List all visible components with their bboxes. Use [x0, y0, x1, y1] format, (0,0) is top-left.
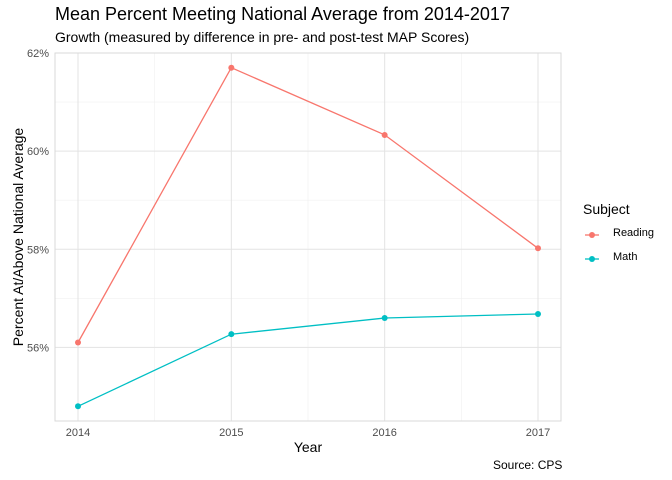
reading-data-point — [381, 131, 388, 138]
x-axis-title: Year — [294, 439, 323, 455]
y-tick-label: 56% — [27, 342, 49, 354]
legend-key-point — [589, 256, 595, 262]
x-tick-label: 2015 — [219, 427, 243, 439]
y-axis-title: Percent At/Above National Average — [10, 128, 26, 347]
x-tick-label: 2016 — [372, 427, 396, 439]
y-tick-label: 60% — [27, 146, 49, 158]
chart-title: Mean Percent Meeting National Average fr… — [55, 4, 510, 24]
x-tick-label: 2014 — [66, 427, 90, 439]
reading-data-point — [75, 339, 81, 346]
math-data-point — [75, 403, 81, 410]
reading-series-line — [77, 66, 539, 343]
math-data-point — [535, 311, 541, 318]
grid-layer — [55, 52, 561, 421]
reading-data-point — [535, 245, 541, 252]
math-data-point — [228, 331, 235, 338]
legend-label-reading: Reading — [613, 227, 654, 239]
legend-key-reading — [585, 232, 599, 238]
panel-border — [54, 52, 562, 422]
tick-label-layer: 56% 58% 60% 62% 2014 2015 2016 2017 — [27, 48, 550, 439]
series-layer — [75, 64, 541, 410]
legend-label-math: Math — [613, 251, 638, 263]
y-tick-label: 62% — [27, 48, 49, 60]
y-tick-label: 58% — [27, 244, 49, 256]
legend-key-math — [585, 256, 599, 262]
reading-data-point — [228, 64, 235, 71]
legend-key-point — [589, 232, 595, 238]
math-data-point — [381, 314, 388, 321]
math-series-line — [77, 313, 539, 407]
chart-subtitle: Growth (measured by difference in pre- a… — [55, 29, 470, 45]
legend-title: Subject — [583, 201, 630, 217]
source-caption: Source: CPS — [493, 458, 563, 472]
x-tick-label: 2017 — [526, 427, 550, 439]
